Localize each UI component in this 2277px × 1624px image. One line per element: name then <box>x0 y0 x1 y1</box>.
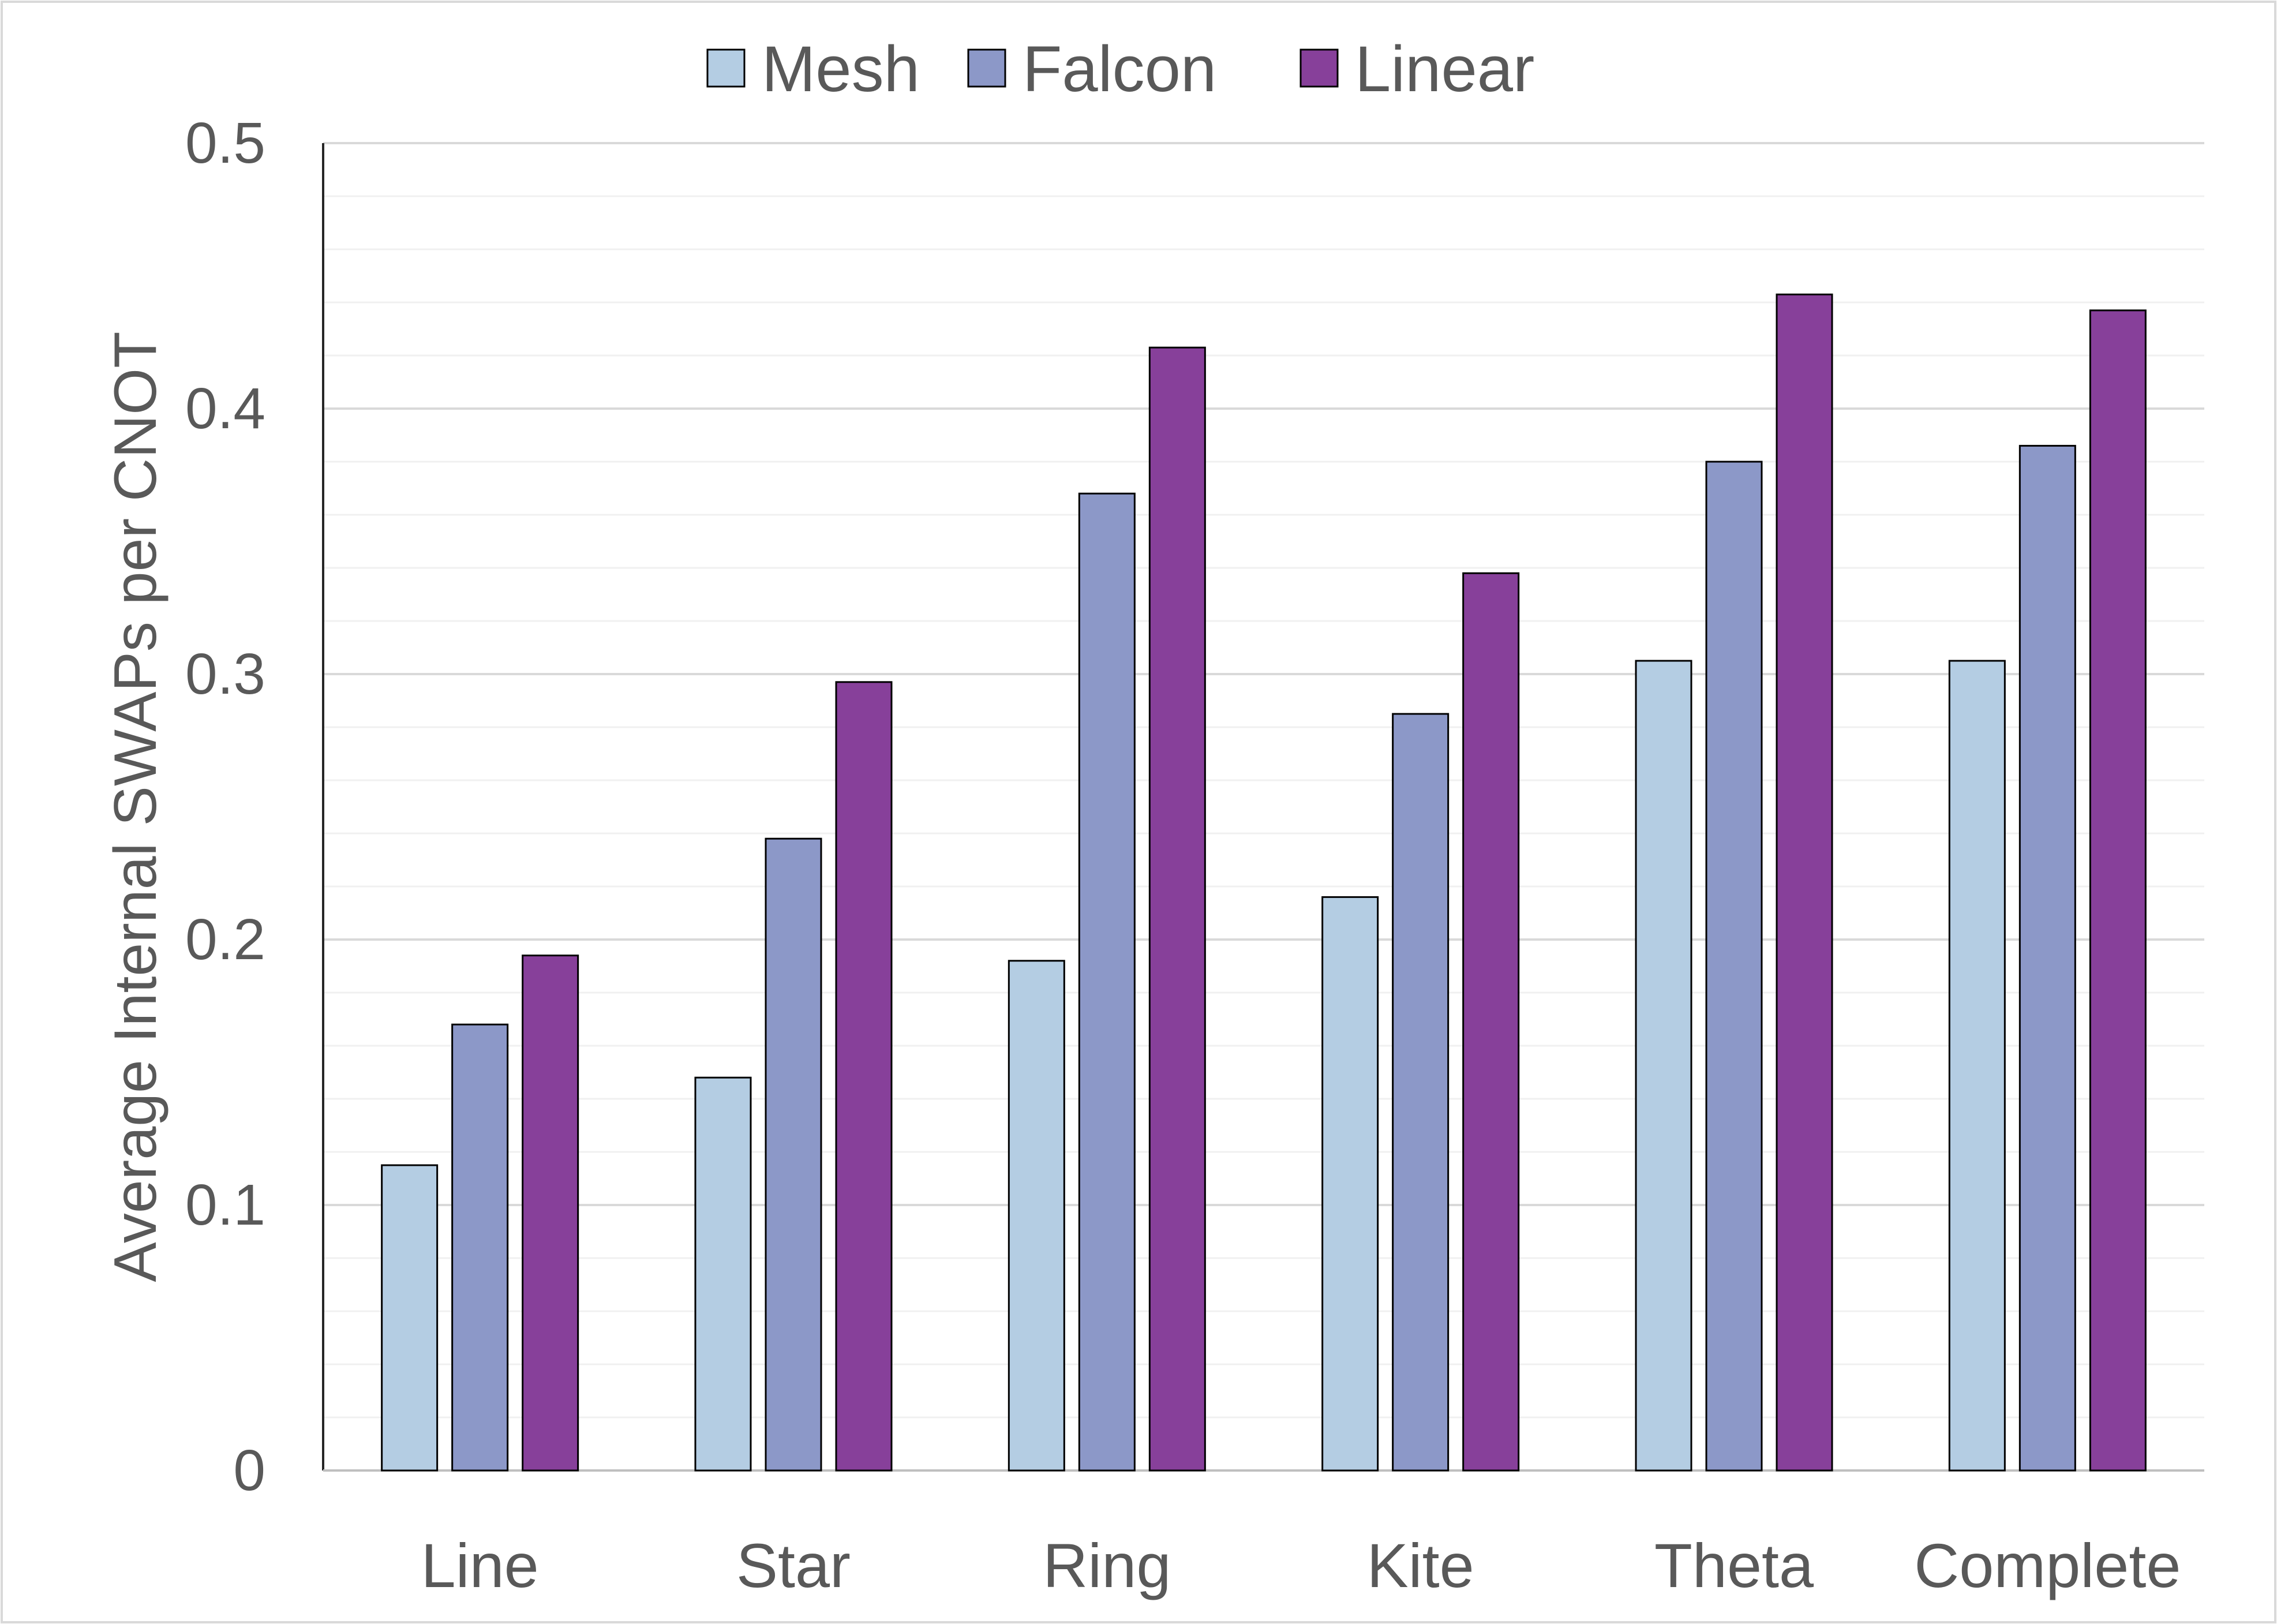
y-tick-label: 0 <box>233 1438 265 1503</box>
bar-linear-complete <box>2089 309 2147 1472</box>
y-tick-label: 0.5 <box>185 111 265 175</box>
gridlines <box>323 142 2204 1419</box>
legend-label-linear: Linear <box>1355 33 1534 105</box>
legend-swatch-linear <box>1299 48 1339 88</box>
bar-linear-ring <box>1148 346 1206 1472</box>
bar-mesh-kite <box>1321 896 1379 1472</box>
bar-mesh-star <box>694 1076 752 1472</box>
bar-linear-kite <box>1462 572 1520 1472</box>
y-tick-label: 0.4 <box>185 376 265 441</box>
bar-falcon-ring <box>1078 492 1136 1472</box>
y-tick-label: 0.2 <box>185 907 265 972</box>
y-tick-label: 0.1 <box>185 1173 265 1237</box>
bar-falcon-kite <box>1392 713 1450 1472</box>
x-category-label: Ring <box>1043 1531 1171 1600</box>
y-axis-ticks: 0 0.1 0.2 0.3 0.4 0.5 <box>185 111 265 1503</box>
x-axis-categories: Line Star Ring Kite Theta Complete <box>421 1531 2181 1600</box>
bars <box>381 293 2147 1472</box>
bar-falcon-line <box>451 1023 509 1472</box>
legend-label-mesh: Mesh <box>762 33 920 105</box>
x-category-label: Line <box>421 1531 539 1600</box>
legend-swatch-falcon <box>967 48 1006 88</box>
legend-label-falcon: Falcon <box>1023 33 1216 105</box>
bar-mesh-ring <box>1008 960 1065 1472</box>
bar-linear-theta <box>1776 293 1833 1472</box>
bar-falcon-star <box>765 837 822 1472</box>
bar-mesh-theta <box>1635 660 1692 1472</box>
y-axis-title: Average Internal SWAPs per CNOT <box>102 331 169 1282</box>
x-category-label: Theta <box>1654 1531 1814 1600</box>
bar-linear-star <box>835 681 893 1472</box>
x-category-label: Star <box>736 1531 851 1600</box>
legend-swatch-mesh <box>706 48 746 88</box>
bar-falcon-complete <box>2018 444 2076 1472</box>
x-category-label: Complete <box>1914 1531 2181 1600</box>
y-tick-label: 0.3 <box>185 642 265 706</box>
bar-mesh-line <box>381 1164 439 1472</box>
bar-mesh-complete <box>1948 660 2006 1472</box>
x-category-label: Kite <box>1367 1531 1474 1600</box>
legend: Mesh Falcon Linear <box>706 33 1534 105</box>
bar-falcon-theta <box>1705 461 1763 1472</box>
bar-linear-line <box>522 955 579 1472</box>
